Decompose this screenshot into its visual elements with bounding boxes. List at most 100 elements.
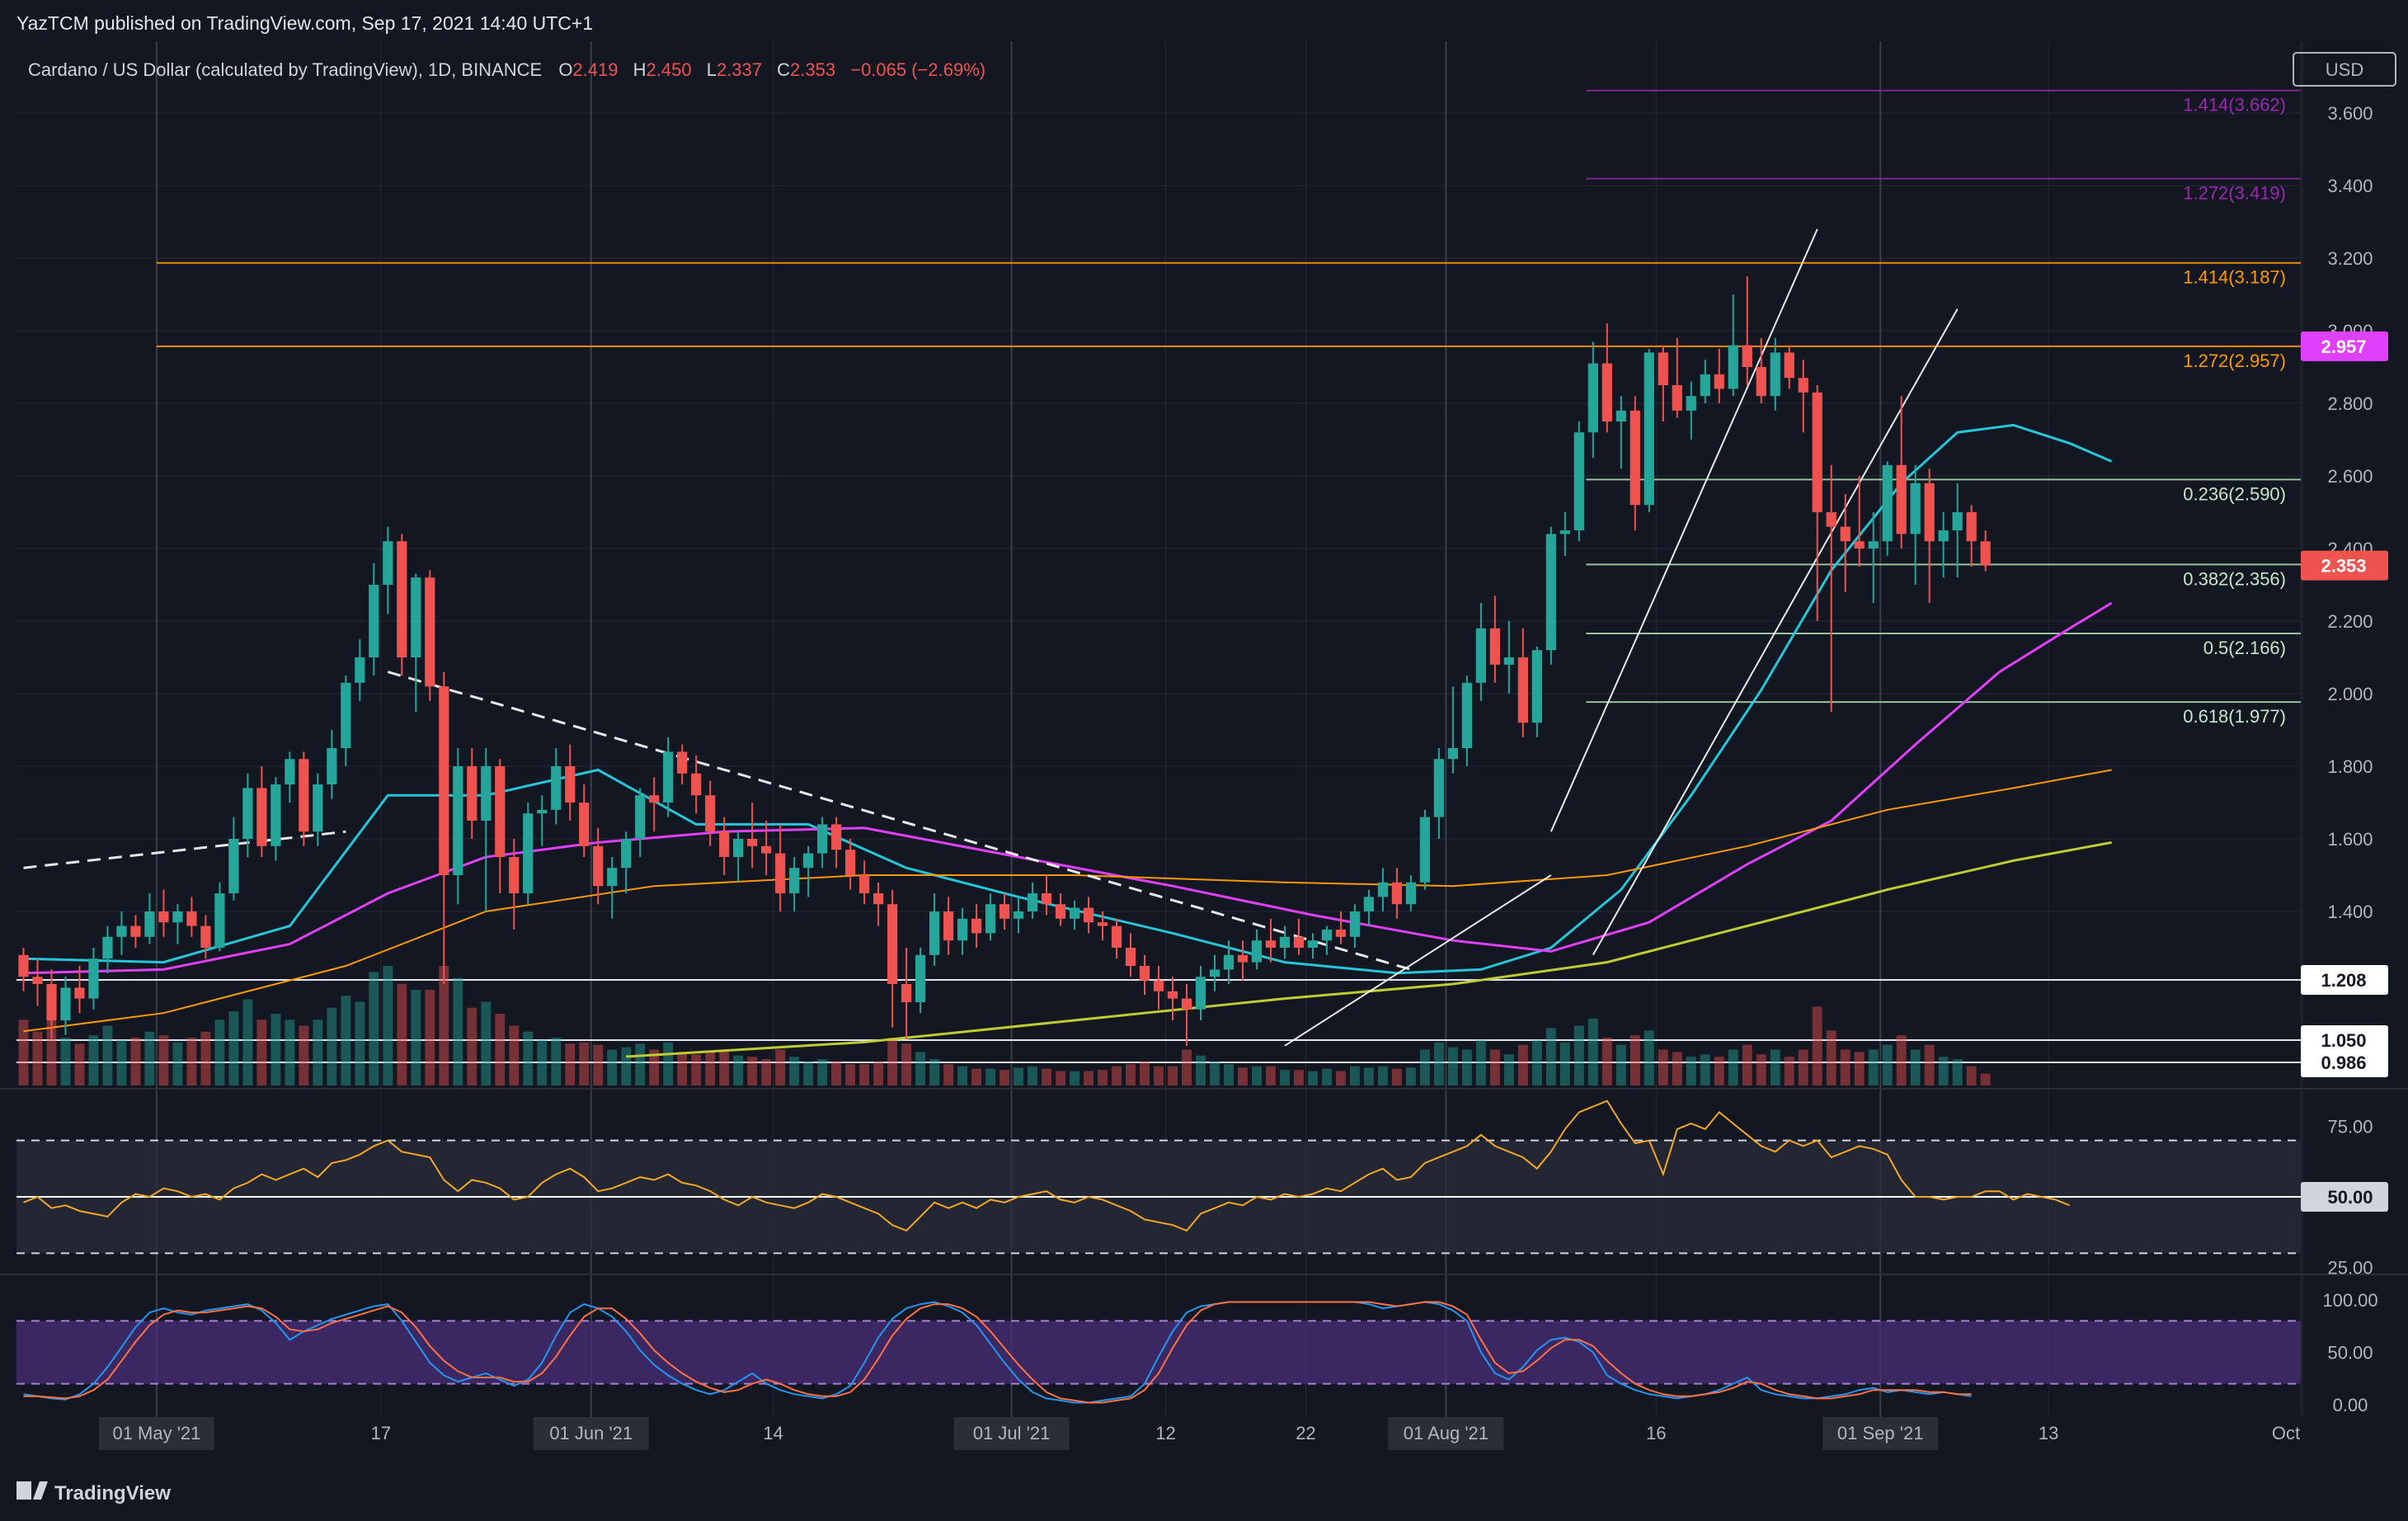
candle-body: [1840, 526, 1851, 542]
candle-body: [845, 850, 856, 875]
volume-bar: [803, 1062, 814, 1085]
candle-body: [957, 918, 968, 941]
candle-body: [565, 766, 576, 803]
candle-body: [172, 911, 183, 923]
candle-body: [481, 766, 491, 821]
volume-bar: [1210, 1062, 1220, 1085]
rsi-line: [23, 1100, 2070, 1232]
price-tick-label: 1.600: [2327, 829, 2373, 850]
volume-bar: [985, 1068, 996, 1085]
tradingview-logo[interactable]: TradingView: [16, 1481, 171, 1505]
volume-bar: [1461, 1049, 1472, 1085]
candle-body: [228, 839, 239, 893]
candle-body: [887, 904, 898, 984]
candle-body: [537, 809, 548, 814]
candle-body: [32, 977, 43, 984]
candle-body: [1587, 363, 1598, 433]
candle-body: [1307, 940, 1319, 948]
candle-body: [593, 845, 604, 887]
candle-body: [971, 918, 982, 934]
candle-body: [1573, 432, 1584, 530]
price-tick-label: 3.400: [2327, 176, 2373, 196]
logo-text: TradingView: [54, 1482, 171, 1505]
candle-body: [299, 759, 309, 832]
volume-bar: [1182, 1049, 1192, 1085]
trendline: [1550, 228, 1818, 832]
time-axis: 01 May '21 17 01 Jun '21 14 01 Jul '21 12 22 01…: [98, 1417, 2300, 1450]
candle-body: [200, 925, 211, 948]
volume-bar: [144, 1031, 155, 1085]
svg-text:Cardano / US Dollar (calculate: Cardano / US Dollar (calculated by Tradi…: [28, 59, 985, 80]
candle-body: [789, 868, 800, 893]
candle-body: [1153, 980, 1164, 991]
time-tick-label: 16: [1646, 1423, 1666, 1443]
rsi-mid-tag: [2301, 1182, 2388, 1212]
price-tick-label: 2.200: [2327, 611, 2373, 632]
candle-body: [1531, 650, 1542, 723]
volume-bar: [1686, 1057, 1696, 1085]
volume-bar: [1112, 1066, 1122, 1085]
volume-bar: [228, 1011, 239, 1085]
candle-body: [270, 784, 281, 846]
candle-body: [803, 853, 814, 869]
fib-label: 0.382(2.356): [2183, 568, 2286, 589]
fib-label: 1.272(2.957): [2183, 351, 2286, 371]
candle-body: [186, 911, 197, 926]
volume-bar: [1405, 1067, 1416, 1085]
volume-bar: [1784, 1057, 1794, 1085]
time-label-bg: [953, 1417, 1070, 1450]
volume-bar: [523, 1031, 534, 1085]
candle-body: [214, 893, 225, 948]
candle-body: [1041, 893, 1052, 905]
volume-bar: [453, 977, 463, 1085]
candle-body: [1265, 940, 1277, 948]
candle-body: [1027, 893, 1038, 911]
candle-body: [1658, 352, 1668, 385]
candle-body: [453, 766, 463, 875]
candle-body: [1405, 882, 1417, 905]
volume-bar: [901, 1043, 912, 1085]
candle-body: [1938, 530, 1949, 542]
candle-body: [285, 759, 295, 784]
candle-body: [495, 766, 506, 857]
candle-body: [60, 987, 71, 1020]
candle-body: [733, 839, 744, 857]
volume-bar: [1503, 1054, 1514, 1085]
candle-body: [1952, 512, 1963, 530]
volume-bar: [1700, 1054, 1710, 1085]
time-label-bg: [1388, 1417, 1504, 1450]
candle-body: [18, 954, 29, 977]
candle-body: [915, 954, 926, 1002]
price-tick-label: 2.600: [2327, 466, 2373, 487]
candle-body: [397, 541, 407, 657]
volume-bar: [1279, 1070, 1290, 1085]
low-value: 2.337: [717, 59, 762, 80]
candle-body: [1167, 991, 1178, 999]
volume-bar: [130, 1038, 141, 1085]
candle-body: [144, 911, 155, 937]
candle-body: [817, 824, 828, 854]
time-label-bg: [533, 1417, 649, 1450]
volume-bar: [1349, 1066, 1360, 1085]
candle-body: [1742, 345, 1752, 367]
candle-body: [1391, 882, 1403, 905]
volume-bar: [509, 1025, 520, 1085]
volume-bar: [355, 1001, 365, 1085]
candle-body: [873, 893, 884, 905]
volume-bar: [1070, 1071, 1079, 1085]
candle-body: [1237, 954, 1249, 963]
volume-bar: [1742, 1044, 1752, 1085]
volume-bar: [649, 1049, 660, 1085]
candle-body: [1055, 904, 1066, 919]
volume-bar: [859, 1063, 870, 1085]
candle-body: [46, 984, 57, 1020]
trendline: [1284, 874, 1552, 1047]
volume-bar: [1966, 1066, 1977, 1085]
candle-body: [1559, 530, 1570, 534]
volume-bar: [383, 966, 393, 1085]
volume-bar: [1616, 1044, 1626, 1085]
volume-bar: [1433, 1042, 1444, 1085]
candle-body: [1097, 922, 1108, 926]
currency-button[interactable]: USD: [2293, 52, 2396, 87]
